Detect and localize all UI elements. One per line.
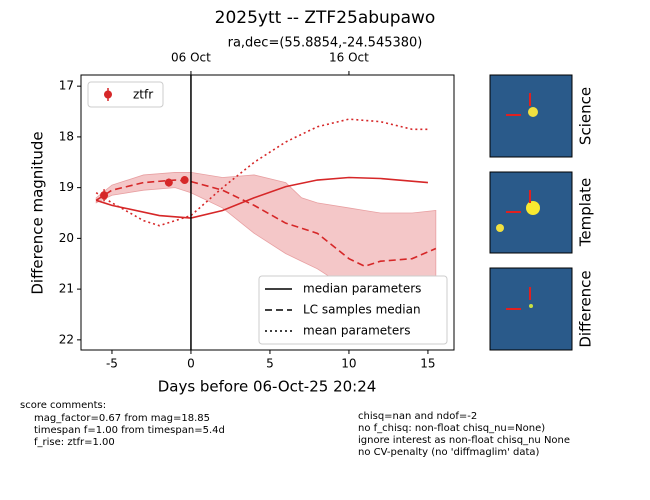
comment-line: timespan f=1.00 from timespan=5.4d xyxy=(34,425,225,436)
x-axis-label: Days before 06-Oct-25 20:24 xyxy=(158,378,377,396)
thumbnail-label: Difference xyxy=(577,270,595,347)
legend-label: ztfr xyxy=(133,88,153,102)
comment-line: no CV-penalty (no 'diffmaglim' data) xyxy=(358,447,540,458)
comment-line: f_rise: ztfr=1.00 xyxy=(34,437,115,448)
y-tick-label: 18 xyxy=(59,129,74,143)
chart-subtitle: ra,dec=(55.8854,-24.545380) xyxy=(228,36,423,51)
data-point xyxy=(180,176,189,185)
model-line xyxy=(95,179,437,268)
y-tick-label: 20 xyxy=(59,231,74,245)
comment-line: no f_chisq: non-float chisq_nu=None) xyxy=(358,423,545,434)
model-line xyxy=(95,118,428,227)
chart-title: 2025ytt -- ZTF25abupawo xyxy=(215,8,436,28)
comment-line: mag_factor=0.67 from mag=18.85 xyxy=(34,413,210,424)
legend-box xyxy=(87,81,164,108)
comment-line: ignore interest as non-float chisq_nu No… xyxy=(358,435,570,446)
source xyxy=(496,224,504,232)
y-axis-label: Difference magnitude xyxy=(29,131,47,294)
x-tick-label: -5 xyxy=(106,357,118,371)
x-tick-label: 5 xyxy=(266,357,274,371)
source xyxy=(528,107,538,117)
model-line xyxy=(95,176,429,219)
thumbnail-label: Science xyxy=(577,87,595,145)
comment-line: chisq=nan and ndof=-2 xyxy=(358,411,477,422)
legend-box xyxy=(258,275,448,345)
legend-label: LC samples median xyxy=(303,303,421,317)
legend-label: median parameters xyxy=(303,282,421,296)
y-tick-label: 19 xyxy=(59,180,74,194)
data-point xyxy=(164,178,173,187)
top-x-tick-label: 06 Oct xyxy=(171,51,211,65)
x-tick-label: 0 xyxy=(187,357,195,371)
top-x-tick-label: 16 Oct xyxy=(329,51,369,65)
x-tick-label: 15 xyxy=(420,357,435,371)
thumbnails xyxy=(489,74,573,351)
data-point xyxy=(100,191,109,200)
plot-frame xyxy=(80,74,455,351)
difference-image xyxy=(489,267,573,351)
y-tick-label: 21 xyxy=(59,282,74,296)
source xyxy=(526,201,540,215)
thumbnail-label: Template xyxy=(577,178,595,247)
legend-swatch xyxy=(104,90,112,99)
x-tick-label: 10 xyxy=(341,357,356,371)
crosshairs xyxy=(506,93,531,310)
source xyxy=(529,304,533,308)
comment-heading: score comments: xyxy=(20,400,106,411)
y-tick-label: 17 xyxy=(59,79,74,93)
legend-label: mean parameters xyxy=(303,324,410,338)
y-tick-label: 22 xyxy=(59,332,74,346)
